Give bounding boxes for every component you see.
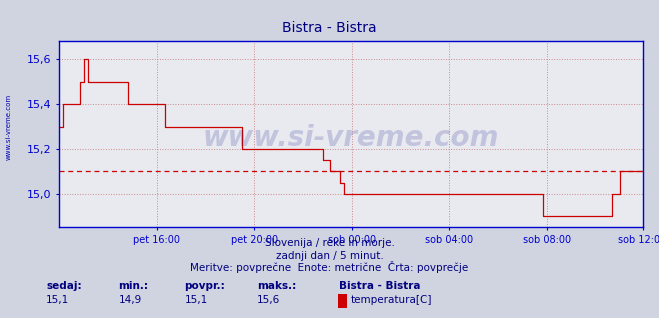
Text: 15,1: 15,1 [46,295,69,305]
Text: povpr.:: povpr.: [185,281,225,291]
Text: temperatura[C]: temperatura[C] [351,295,432,305]
Text: Bistra - Bistra: Bistra - Bistra [339,281,421,291]
Text: Bistra - Bistra: Bistra - Bistra [282,21,377,35]
Text: 15,1: 15,1 [185,295,208,305]
Text: Meritve: povprečne  Enote: metrične  Črta: povprečje: Meritve: povprečne Enote: metrične Črta:… [190,261,469,273]
Text: www.si-vreme.com: www.si-vreme.com [203,124,499,152]
Text: 15,6: 15,6 [257,295,280,305]
Text: maks.:: maks.: [257,281,297,291]
Text: sedaj:: sedaj: [46,281,82,291]
Text: 14,9: 14,9 [119,295,142,305]
Text: min.:: min.: [119,281,149,291]
Text: Slovenija / reke in morje.: Slovenija / reke in morje. [264,238,395,248]
Text: www.si-vreme.com: www.si-vreme.com [5,94,12,160]
Text: zadnji dan / 5 minut.: zadnji dan / 5 minut. [275,251,384,261]
